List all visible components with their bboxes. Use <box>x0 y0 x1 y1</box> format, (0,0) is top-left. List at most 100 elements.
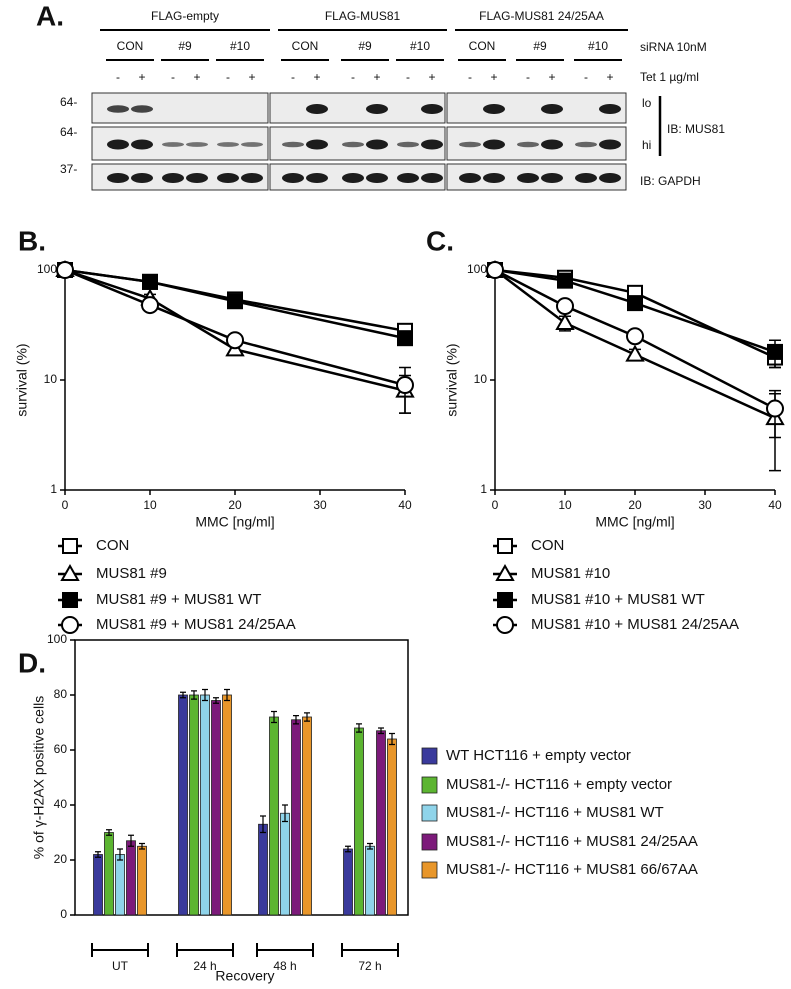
mw-marker: 37- <box>60 162 77 176</box>
ib-label: IB: GAPDH <box>640 174 701 188</box>
bar <box>93 854 103 916</box>
band <box>366 173 388 183</box>
marker <box>496 616 514 634</box>
x-axis-label: Recovery <box>215 968 274 984</box>
marker <box>62 592 78 608</box>
tet-sign: + <box>248 70 255 84</box>
category-bracket <box>341 943 399 957</box>
sirna-label: #10 <box>230 39 250 53</box>
marker <box>60 563 80 581</box>
x-tick-label: 10 <box>558 498 572 512</box>
x-tick-label: 72 h <box>358 959 381 973</box>
legend-swatch <box>421 833 438 851</box>
band <box>282 141 304 148</box>
legend-label: MUS81 #10 + MUS81 24/25AA <box>531 616 739 633</box>
marker <box>627 295 643 312</box>
band <box>366 139 388 150</box>
marker <box>396 376 414 395</box>
legend-label: WT HCT116 + empty vector <box>446 747 631 764</box>
band <box>131 139 153 150</box>
y-tick-label: 60 <box>54 742 68 756</box>
panel-label: B. <box>18 225 46 256</box>
series-line <box>64 268 406 387</box>
blot <box>269 92 446 124</box>
bar <box>178 694 188 916</box>
bar <box>137 845 147 916</box>
band <box>342 141 364 148</box>
band <box>599 139 621 150</box>
marker <box>227 293 243 310</box>
x-tick-label: 10 <box>143 498 157 512</box>
tet-sign: - <box>406 70 410 84</box>
legend-label: MUS81-/- HCT116 + MUS81 66/67AA <box>446 861 698 878</box>
legend-swatch <box>421 804 438 822</box>
y-tick-label: 10 <box>44 372 58 386</box>
band <box>483 139 505 150</box>
bar <box>291 719 301 916</box>
legend-swatch <box>421 861 438 879</box>
tet-sign: - <box>116 70 120 84</box>
legend-label: CON <box>96 537 129 554</box>
legend-label: MUS81 #9 + MUS81 24/25AA <box>96 616 296 633</box>
sirna-label: siRNA 10nM <box>640 40 707 54</box>
marker <box>142 273 158 290</box>
tet-sign: - <box>291 70 295 84</box>
band <box>282 173 304 183</box>
sirna-label: #9 <box>178 39 192 53</box>
y-tick-label: 80 <box>54 687 68 701</box>
band <box>342 173 364 183</box>
x-tick-label: 40 <box>768 498 782 512</box>
marker <box>486 261 504 279</box>
marker <box>767 343 783 360</box>
error-bar <box>117 848 123 861</box>
error-bar <box>389 732 395 746</box>
error-bar <box>345 845 351 853</box>
y-tick-label: 100 <box>467 262 487 276</box>
exposure-label: lo <box>642 96 652 110</box>
band <box>459 173 481 183</box>
error-bar <box>378 727 384 735</box>
series-line <box>64 268 406 340</box>
panel-label: D. <box>18 647 46 678</box>
marker <box>141 296 159 315</box>
error-bar <box>271 710 277 724</box>
bar <box>126 840 136 916</box>
bar <box>200 694 210 916</box>
x-tick-label: 0 <box>492 498 499 512</box>
band <box>162 142 184 147</box>
band <box>541 104 563 114</box>
y-tick-label: 1 <box>480 482 487 496</box>
legend-label: MUS81 #9 + MUS81 WT <box>96 591 261 608</box>
bar <box>280 812 290 916</box>
bar <box>258 823 268 916</box>
x-tick-label: UT <box>112 959 129 973</box>
band <box>241 173 263 183</box>
y-tick-label: 0 <box>60 907 67 921</box>
x-tick-label: 24 h <box>193 959 216 973</box>
series-line <box>494 269 776 420</box>
error-bar <box>224 688 230 702</box>
band <box>397 173 419 183</box>
tet-sign: - <box>468 70 472 84</box>
blot <box>446 92 627 124</box>
legend-label: MUS81-/- HCT116 + MUS81 WT <box>446 804 664 821</box>
legend-label: MUS81-/- HCT116 + MUS81 24/25AA <box>446 833 698 850</box>
sirna-label: #9 <box>533 39 547 53</box>
sirna-label: CON <box>469 39 496 53</box>
marker <box>556 297 574 316</box>
band <box>575 141 597 148</box>
error-bar <box>367 842 373 850</box>
marker <box>625 344 645 362</box>
panel-label: C. <box>426 225 454 256</box>
band <box>517 141 539 148</box>
error-bar <box>180 691 186 699</box>
band <box>421 104 443 114</box>
tet-sign: + <box>490 70 497 84</box>
legend-label: MUS81 #9 <box>96 565 167 582</box>
y-tick-label: 20 <box>54 852 68 866</box>
sirna-label: #10 <box>588 39 608 53</box>
legend-label: MUS81-/- HCT116 + empty vector <box>446 776 672 793</box>
band <box>107 173 129 183</box>
tet-sign: + <box>428 70 435 84</box>
mw-marker: 64- <box>60 95 77 109</box>
